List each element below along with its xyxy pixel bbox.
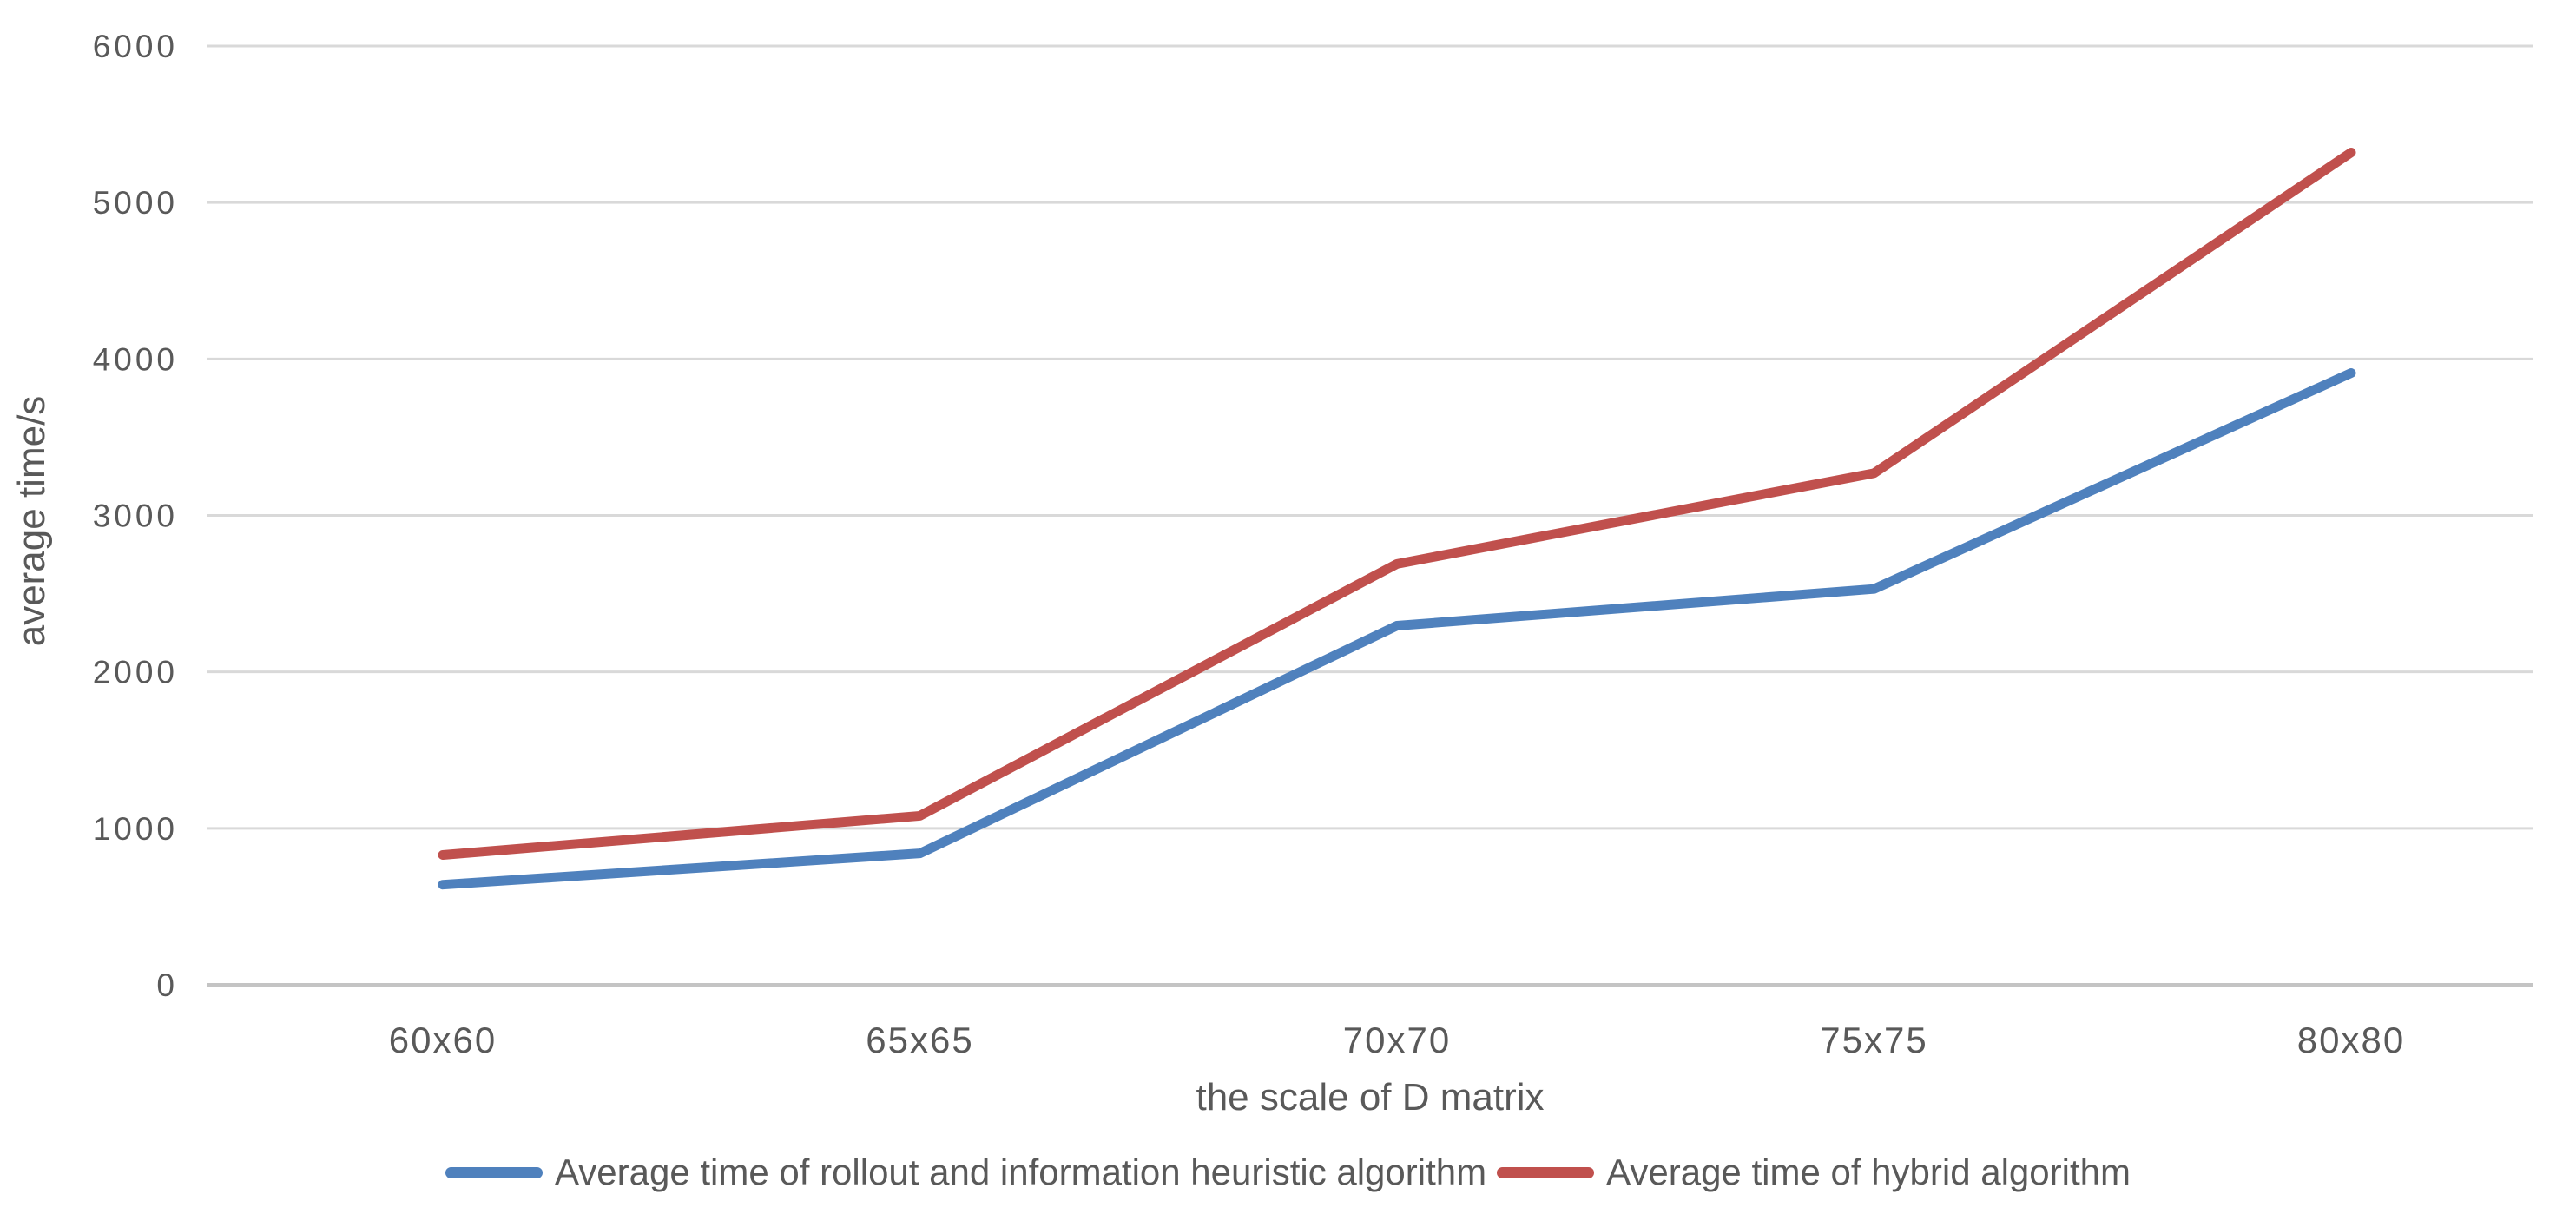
legend-item: Average time of hybrid algorithm [1497,1152,2131,1193]
y-tick-label: 5000 [93,185,178,221]
x-tick-label: 70x70 [1343,1020,1451,1060]
x-tick-label: 75x75 [1820,1020,1927,1060]
y-tick-label: 1000 [93,811,178,847]
legend: Average time of rollout and information … [0,1152,2576,1193]
y-axis-title: average time/s [10,396,53,647]
legend-item: Average time of rollout and information … [445,1152,1486,1193]
x-axis-title: the scale of D matrix [1196,1076,1544,1119]
y-tick-label: 2000 [93,655,178,690]
legend-label: Average time of rollout and information … [555,1152,1487,1192]
legend-swatch [445,1166,544,1178]
legend-swatch [1497,1166,1595,1178]
series-line-rollout-heuristic [438,368,2356,890]
y-tick-label: 4000 [93,341,178,377]
y-tick-label: 0 [156,967,178,1003]
legend-label: Average time of hybrid algorithm [1606,1152,2131,1192]
x-tick-label: 65x65 [866,1020,973,1060]
series-line-hybrid [438,148,2356,860]
y-tick-label: 3000 [93,498,178,533]
x-tick-label: 80x80 [2297,1020,2405,1060]
x-tick-label: 60x60 [389,1020,497,1060]
y-tick-label: 6000 [93,29,178,64]
